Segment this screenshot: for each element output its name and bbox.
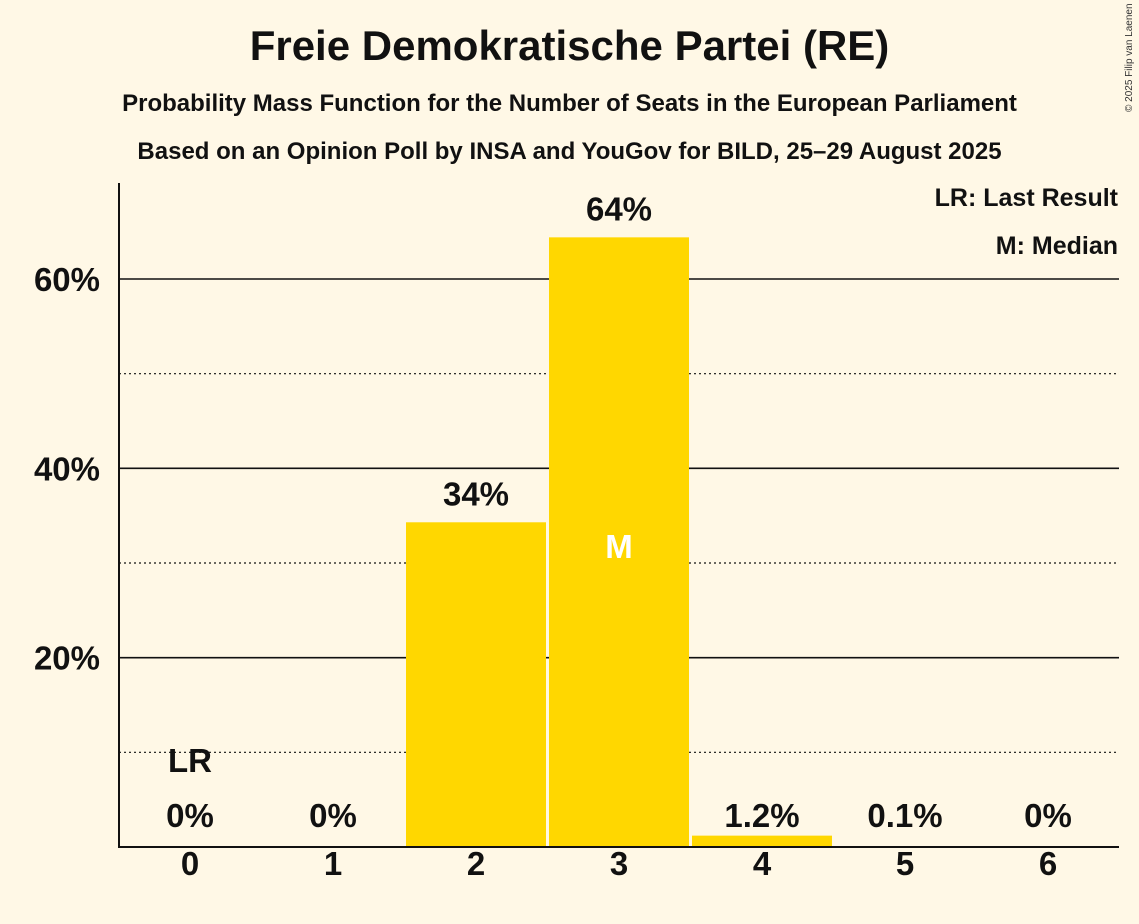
last-result-marker: LR: [168, 742, 212, 779]
y-tick-label: 20%: [34, 640, 100, 677]
data-label: 0%: [1024, 797, 1072, 834]
y-tick-label: 40%: [34, 450, 100, 487]
x-tick-label: 2: [467, 845, 485, 882]
legend-last-result: LR: Last Result: [934, 184, 1118, 212]
x-tick-label: 1: [324, 845, 342, 882]
data-label: 64%: [586, 190, 652, 227]
bar: [692, 835, 832, 847]
y-tick-label: 60%: [34, 261, 100, 298]
data-label: 1.2%: [724, 797, 799, 834]
x-tick-label: 6: [1039, 845, 1057, 882]
data-label: 0.1%: [867, 797, 942, 834]
chart-subtitle: Probability Mass Function for the Number…: [122, 90, 1017, 117]
x-tick-label: 3: [610, 845, 628, 882]
x-tick-label: 5: [896, 845, 914, 882]
bar: [406, 522, 546, 847]
chart-source: Based on an Opinion Poll by INSA and You…: [137, 138, 1002, 165]
data-label: 0%: [309, 797, 357, 834]
median-marker: M: [605, 528, 633, 565]
data-label: 34%: [443, 475, 509, 512]
chart-title: Freie Demokratische Partei (RE): [249, 22, 890, 69]
bar: [549, 237, 689, 847]
legend-median: M: Median: [995, 232, 1118, 260]
x-tick-label: 4: [753, 845, 772, 882]
x-tick-label: 0: [181, 845, 199, 882]
data-label: 0%: [166, 797, 214, 834]
